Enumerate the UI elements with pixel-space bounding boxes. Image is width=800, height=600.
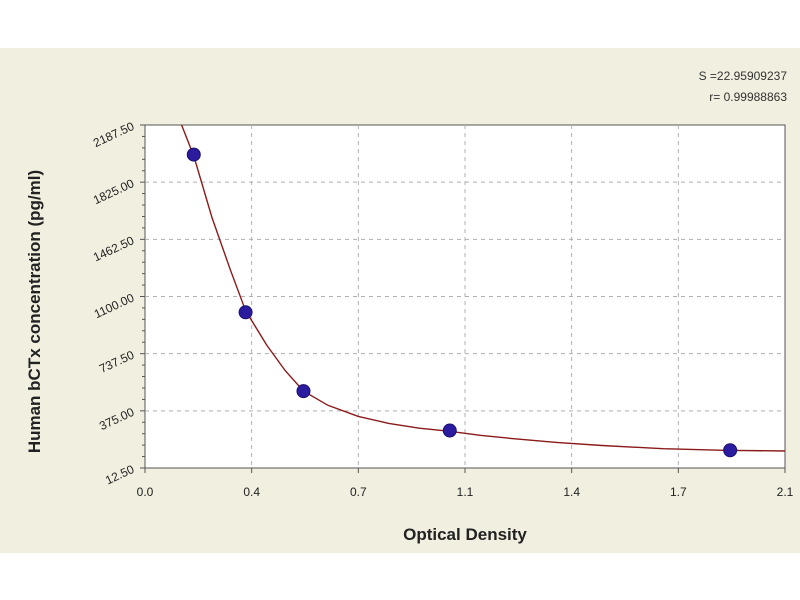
x-axis-title: Optical Density (403, 525, 527, 544)
stat-s-label: S =22.95909237 (699, 69, 788, 83)
data-point (296, 384, 311, 399)
y-tick-label: 12.50 (103, 462, 136, 488)
x-tick-label: 1.4 (563, 485, 580, 499)
x-tick-label: 1.7 (670, 485, 687, 499)
stat-r-label: r= 0.99988863 (709, 90, 787, 104)
x-tick-label: 0.7 (350, 485, 367, 499)
fit-curve (180, 124, 786, 452)
x-tick-label: 0.0 (137, 485, 154, 499)
grid-layer (145, 125, 785, 468)
data-point (723, 443, 738, 458)
data-point (238, 305, 253, 320)
x-tick-label: 0.4 (243, 485, 260, 499)
y-tick-label: 1100.00 (92, 290, 137, 321)
y-axis-title: Human bCTx concentration (pg/ml) (25, 170, 44, 453)
y-tick-label: 2187.50 (91, 119, 137, 150)
y-tick-label: 375.00 (97, 405, 136, 433)
y-tick-label: 737.50 (97, 348, 136, 376)
x-tick-label: 2.1 (777, 485, 794, 499)
x-tick-label: 1.1 (457, 485, 474, 499)
data-point (186, 147, 201, 162)
y-tick-label: 1825.00 (91, 176, 137, 207)
y-tick-label: 1462.50 (91, 233, 137, 264)
point-layer (186, 147, 738, 458)
data-point (442, 423, 457, 438)
